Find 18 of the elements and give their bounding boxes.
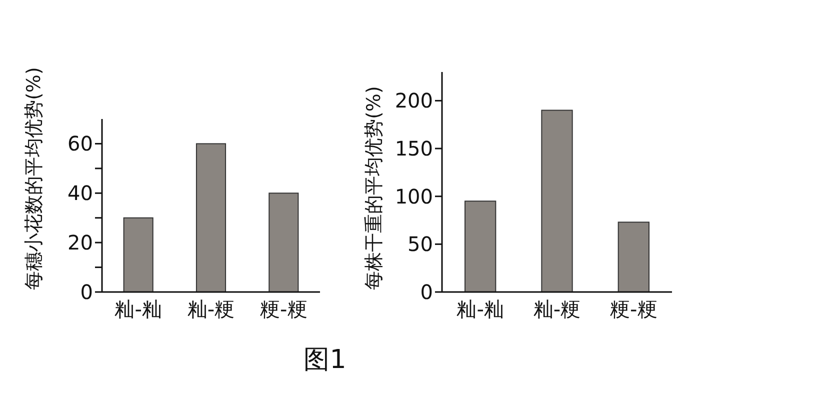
y-axis-title: 每株干重的平均优势(%) <box>363 86 385 290</box>
x-tick-label: 籼-籼 <box>114 297 162 321</box>
y-tick-label: 50 <box>408 232 433 256</box>
y-tick-label: 40 <box>68 181 93 206</box>
x-tick-label: 粳-粳 <box>610 297 658 321</box>
x-tick-label: 粳-粳 <box>260 297 308 321</box>
x-tick-label: 籼-粳 <box>187 297 235 321</box>
y-tick-label: 0 <box>80 280 93 304</box>
y-axis-title: 每穗小花数的平均优势(%) <box>23 67 45 290</box>
y-tick-label: 0 <box>420 280 433 304</box>
y-tick-label: 100 <box>394 184 433 208</box>
y-tick-label: 150 <box>394 136 433 161</box>
y-tick-label: 60 <box>68 132 93 156</box>
y-tick-label: 20 <box>68 230 93 255</box>
x-tick-label: 籼-粳 <box>533 297 581 321</box>
y-tick-label: 200 <box>394 88 433 113</box>
x-tick-label: 籼-籼 <box>456 297 504 321</box>
caption: 图1 <box>304 345 346 375</box>
